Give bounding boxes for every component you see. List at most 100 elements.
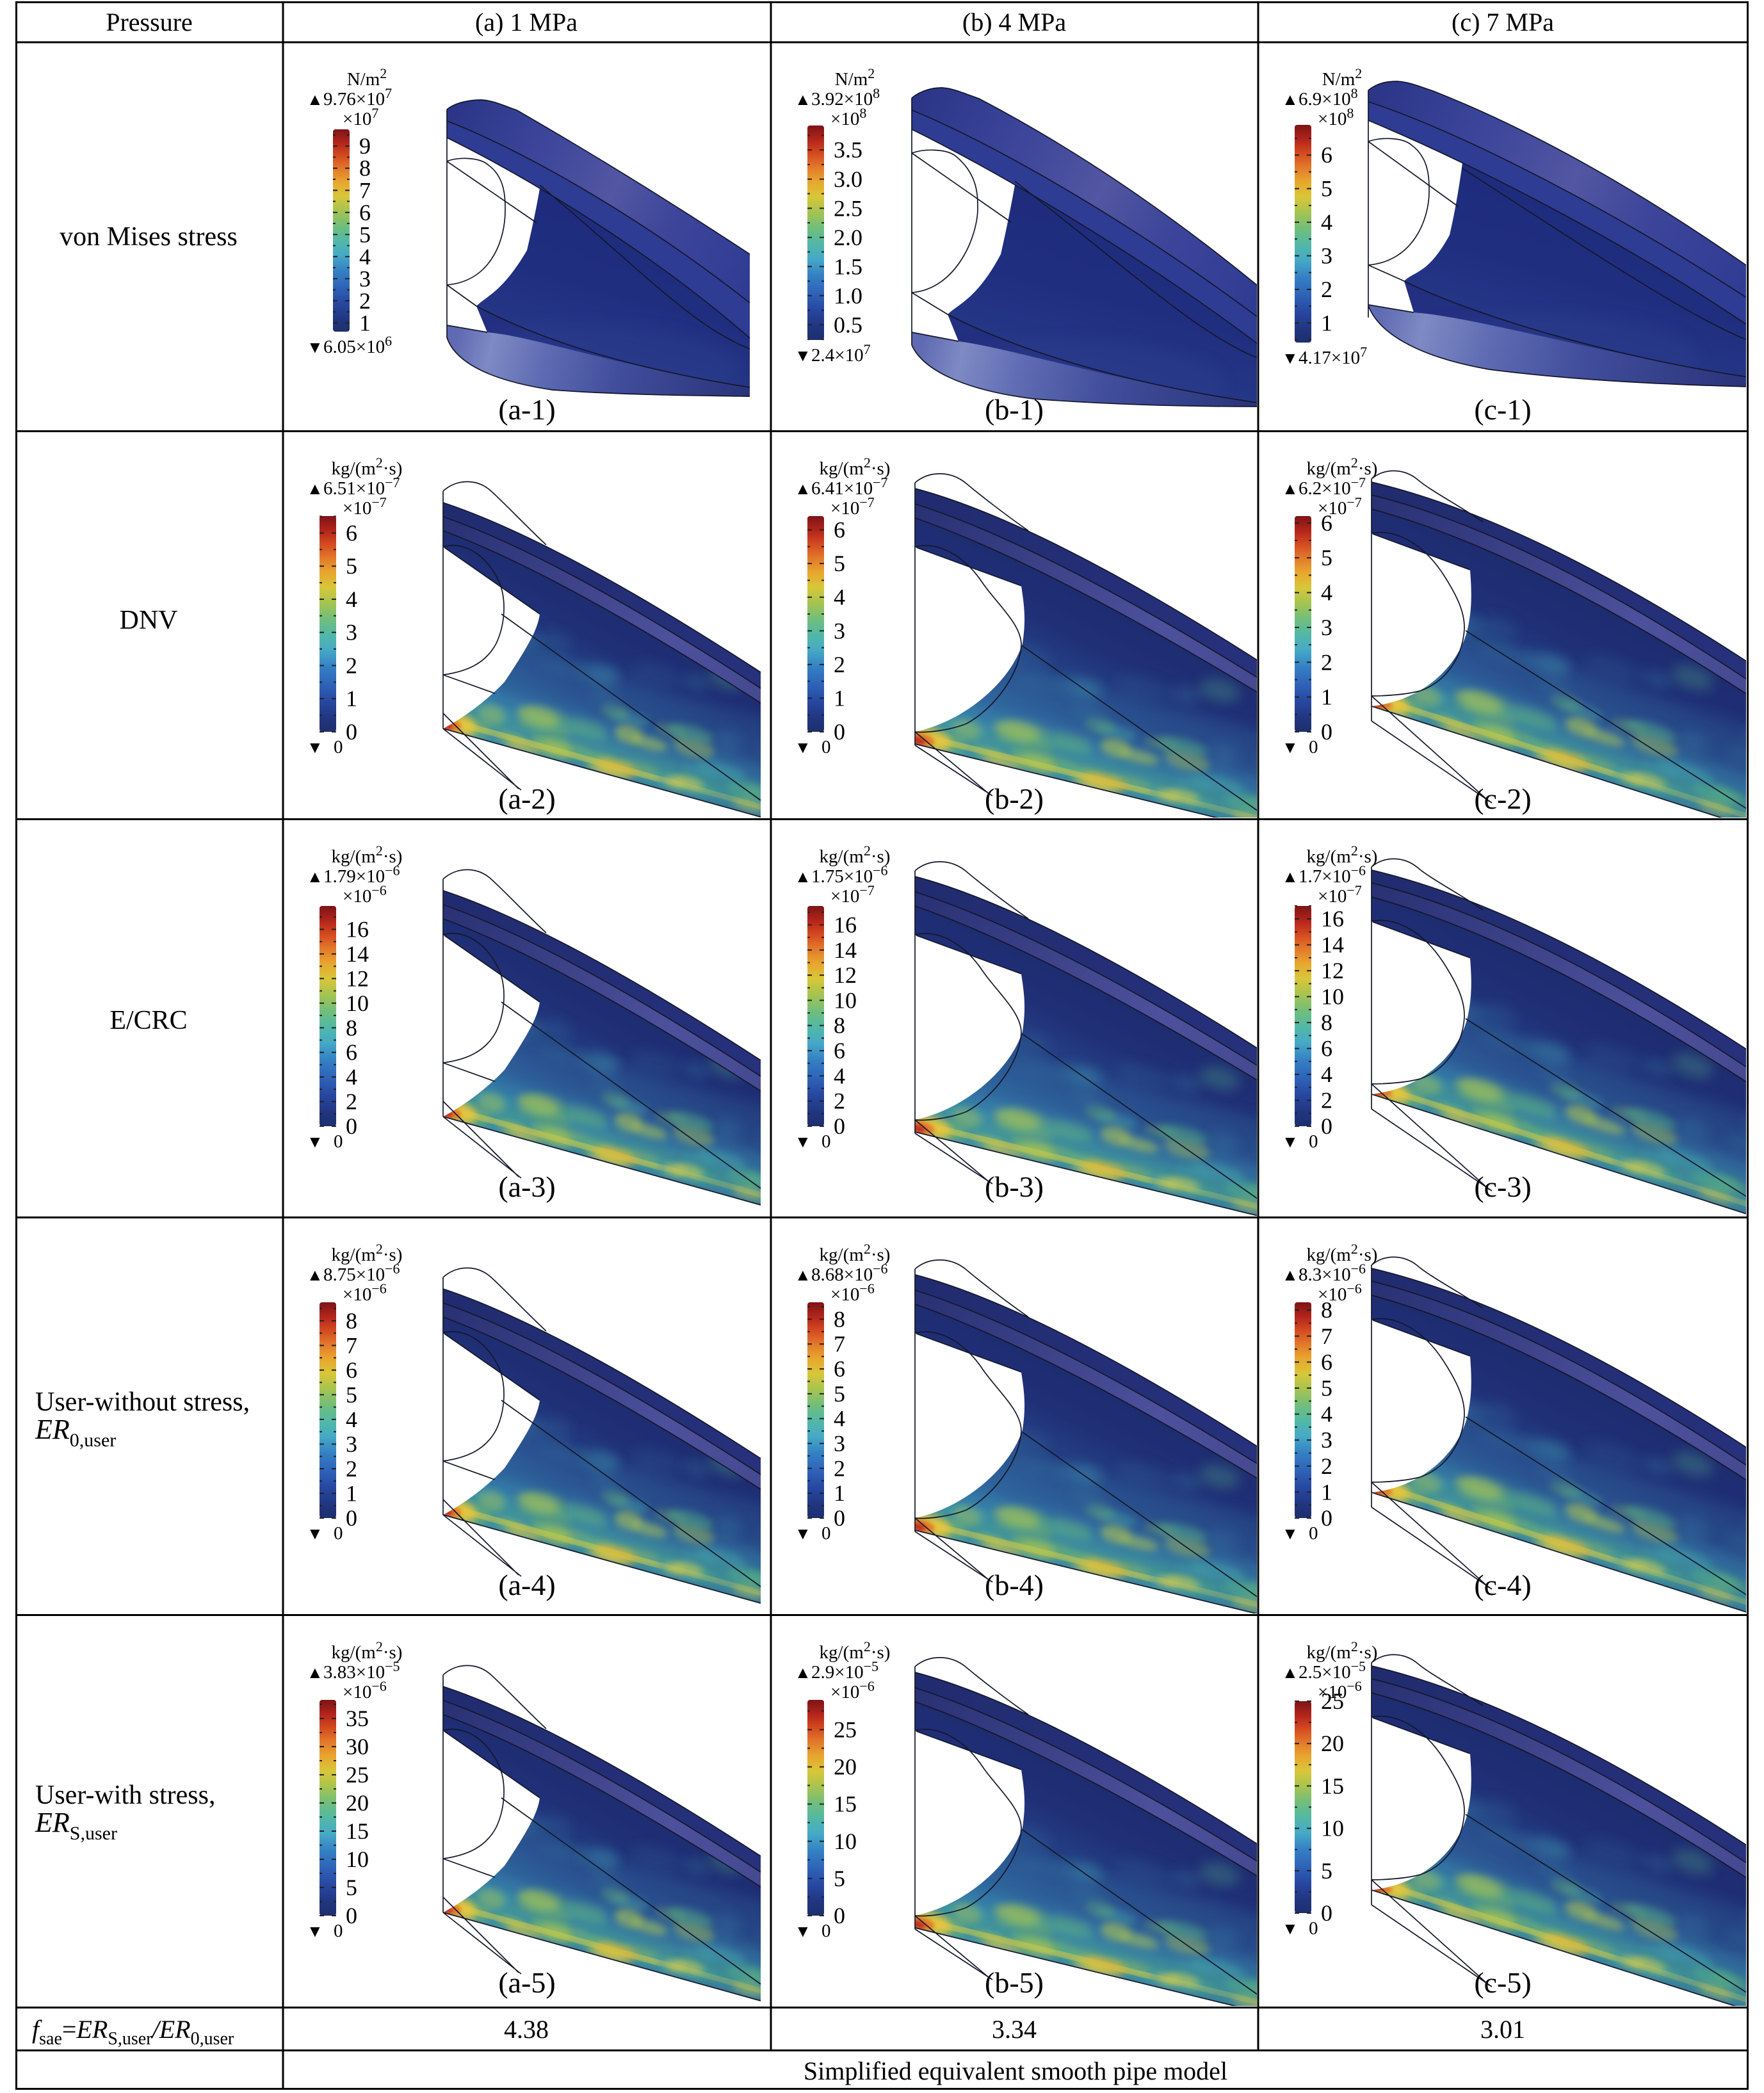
svg-text:10: 10 [346,990,369,1016]
svg-text:6: 6 [346,520,357,545]
svg-text:▼: ▼ [795,1922,811,1941]
svg-text:10: 10 [1321,984,1344,1010]
svg-text:2: 2 [1321,1088,1332,1113]
svg-text:4.17×107: 4.17×107 [1299,344,1367,368]
svg-text:2: 2 [346,653,357,679]
svg-text:▼: ▼ [795,1133,811,1151]
svg-text:12: 12 [834,962,857,988]
svg-text:(b) 4 MPa: (b) 4 MPa [962,8,1066,36]
svg-text:16: 16 [346,917,369,942]
svg-text:kg/(m2·s): kg/(m2·s) [820,1241,891,1265]
svg-text:1: 1 [834,1480,845,1506]
svg-text:4: 4 [346,1064,357,1090]
svg-text:2.5: 2.5 [834,195,862,221]
svg-text:kg/(m2·s): kg/(m2·s) [1307,1241,1378,1265]
svg-text:5: 5 [1321,1858,1332,1884]
svg-text:ER0,user: ER0,user [35,1414,116,1451]
svg-text:▲: ▲ [795,90,811,109]
svg-text:1: 1 [1321,1479,1332,1505]
svg-text:0: 0 [1309,1131,1318,1152]
svg-text:▲: ▲ [1282,868,1299,886]
svg-text:6: 6 [1321,510,1332,536]
svg-text:6: 6 [834,517,845,543]
svg-text:(c-2): (c-2) [1474,782,1531,815]
svg-text:4: 4 [1321,1402,1332,1427]
svg-text:25: 25 [834,1717,857,1743]
svg-text:4: 4 [359,244,371,270]
svg-text:6.41×10−7: 6.41×10−7 [811,474,888,499]
svg-text:8: 8 [1321,1010,1332,1035]
svg-text:▼: ▼ [307,1133,323,1151]
svg-text:0: 0 [834,719,845,745]
svg-text:5: 5 [834,551,845,576]
svg-text:5: 5 [346,1875,357,1900]
svg-text:▲: ▲ [795,1663,811,1682]
svg-text:1: 1 [834,685,845,711]
svg-text:15: 15 [346,1818,369,1844]
svg-text:6.51×10−7: 6.51×10−7 [323,474,400,499]
svg-text:6: 6 [834,1356,845,1382]
svg-text:(a-2): (a-2) [498,782,555,815]
svg-text:kg/(m2·s): kg/(m2·s) [1307,1638,1378,1663]
svg-text:▼: ▼ [1282,1133,1299,1151]
svg-text:3: 3 [834,618,845,643]
svg-text:1: 1 [1321,684,1332,710]
svg-text:×10−6: ×10−6 [343,1281,387,1305]
svg-text:10: 10 [1321,1816,1344,1841]
svg-text:kg/(m2·s): kg/(m2·s) [820,1638,891,1663]
svg-text:0: 0 [334,737,343,757]
svg-text:7: 7 [359,177,371,203]
svg-text:▲: ▲ [307,868,323,886]
svg-text:6: 6 [834,1038,845,1063]
svg-text:×10−6: ×10−6 [830,1678,875,1702]
svg-text:2: 2 [834,1088,845,1114]
svg-text:(a) 1 MPa: (a) 1 MPa [475,8,578,36]
svg-text:kg/(m2·s): kg/(m2·s) [1307,843,1378,867]
svg-text:▲: ▲ [307,1663,323,1682]
svg-text:2: 2 [1321,1453,1332,1479]
svg-text:▼: ▼ [307,1922,323,1941]
svg-text:2: 2 [834,652,845,677]
svg-text:▼: ▼ [795,346,811,365]
svg-text:8: 8 [834,1306,845,1332]
svg-text:▲: ▲ [795,868,811,886]
svg-text:▲: ▲ [307,480,323,498]
svg-text:3: 3 [359,266,371,291]
svg-text:N/m2: N/m2 [347,65,387,90]
svg-text:×107: ×107 [343,105,378,129]
svg-text:×10−6: ×10−6 [1318,1281,1362,1305]
svg-text:▲: ▲ [1282,90,1299,109]
svg-text:14: 14 [834,937,857,963]
svg-text:(b-4): (b-4) [985,1569,1044,1601]
svg-text:6: 6 [1321,1349,1332,1375]
svg-text:×10−6: ×10−6 [343,1678,387,1702]
svg-text:(b-2): (b-2) [985,782,1044,815]
svg-text:×10−7: ×10−7 [830,494,875,519]
svg-text:2: 2 [834,1455,845,1481]
svg-text:3: 3 [1321,243,1332,269]
svg-text:5: 5 [359,222,371,247]
svg-text:3: 3 [1321,1427,1332,1453]
svg-text:▲: ▲ [795,1266,811,1284]
svg-text:(b-5): (b-5) [985,1966,1044,1999]
svg-text:3: 3 [834,1431,845,1457]
svg-text:(c-5): (c-5) [1474,1966,1531,1999]
svg-text:×10−7: ×10−7 [1318,882,1362,907]
svg-text:1.5: 1.5 [834,254,862,279]
svg-text:8: 8 [1321,1297,1332,1323]
svg-text:5: 5 [1321,545,1332,570]
svg-text:0: 0 [1321,1900,1332,1926]
svg-text:10: 10 [346,1847,369,1872]
svg-text:3.5: 3.5 [834,137,862,163]
svg-text:5: 5 [1321,176,1332,202]
svg-text:(a-1): (a-1) [498,393,555,426]
svg-text:0: 0 [821,1131,831,1152]
svg-text:4: 4 [346,586,357,612]
svg-text:15: 15 [1321,1773,1344,1798]
svg-text:ERS,user: ERS,user [35,1807,117,1844]
svg-text:2: 2 [346,1089,357,1115]
svg-text:3.01: 3.01 [1480,2015,1525,2044]
svg-text:4: 4 [834,1063,845,1088]
svg-text:4: 4 [834,585,845,610]
svg-text:▼: ▼ [1282,738,1299,757]
